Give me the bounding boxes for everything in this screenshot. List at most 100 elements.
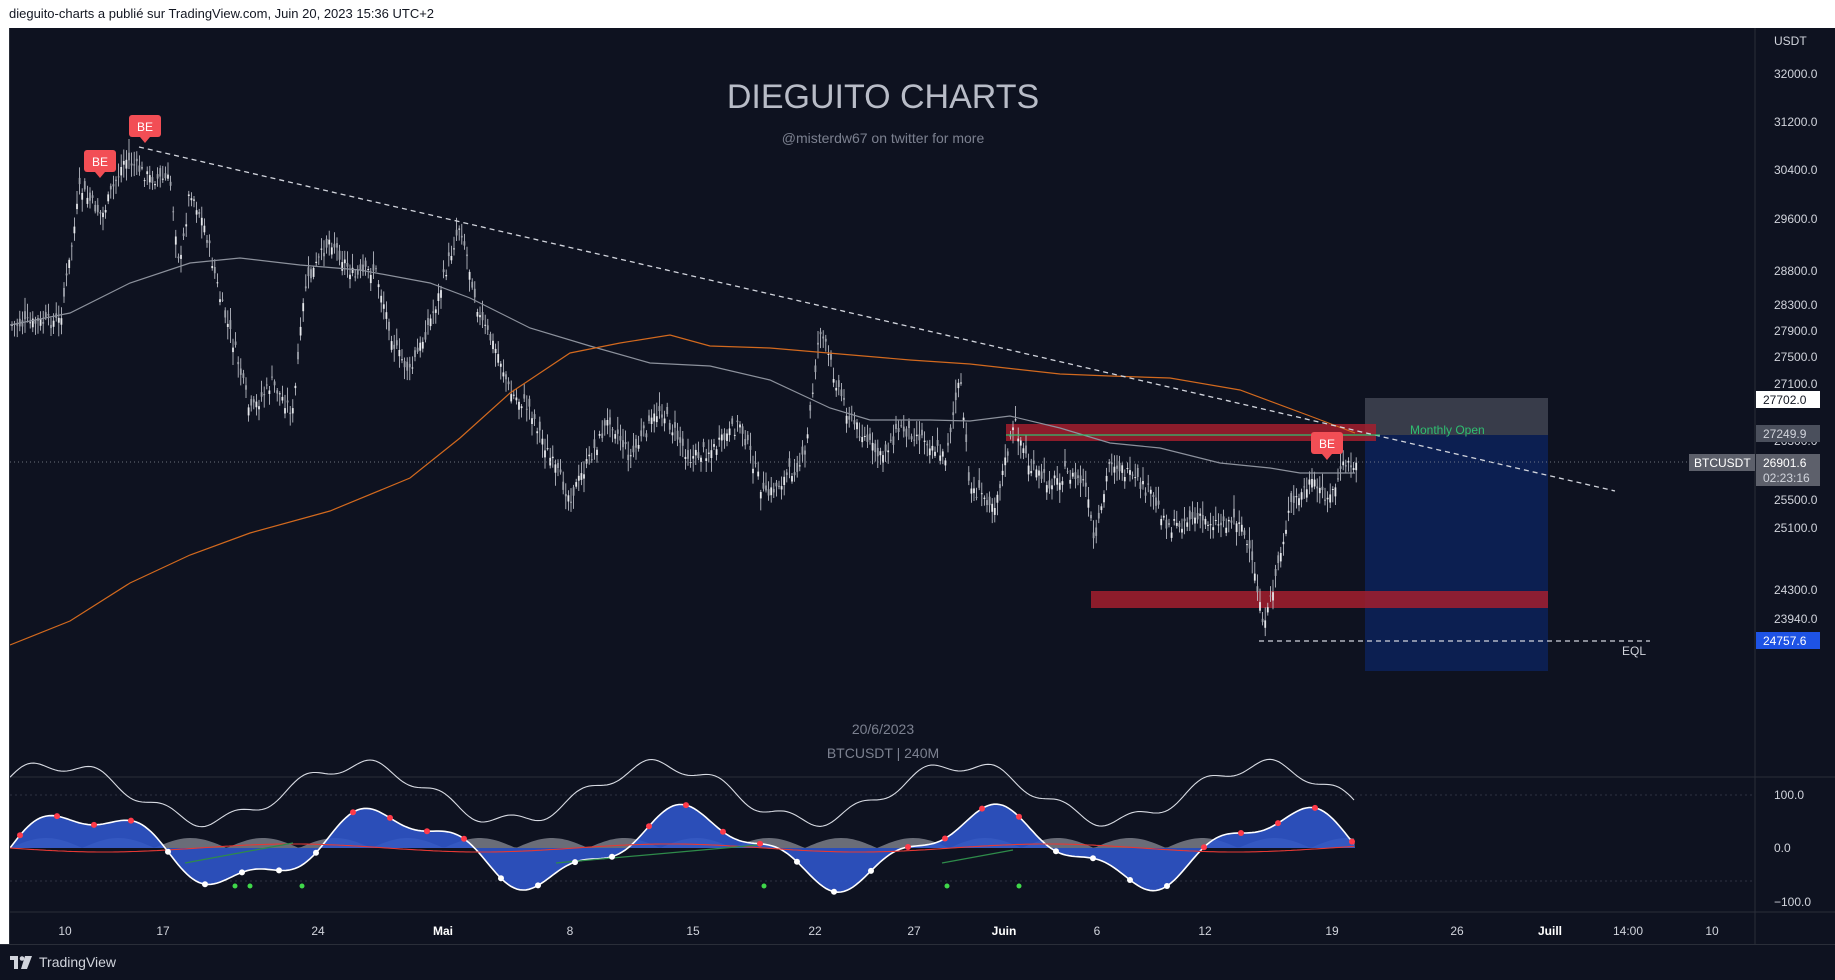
candle [1225, 527, 1228, 533]
candle [770, 487, 773, 496]
candle [440, 290, 442, 298]
osc-dot [1201, 844, 1207, 851]
candle [1032, 460, 1035, 464]
candle [164, 173, 167, 179]
osc-tick: 100.0 [1774, 788, 1804, 802]
be-marker[interactable]: BE [1311, 432, 1343, 460]
candle [299, 326, 302, 336]
candle [260, 392, 263, 397]
be-marker[interactable]: BE [84, 150, 116, 178]
oscillator-axis[interactable]: 100.0 0.0 −100.0 [1774, 788, 1811, 909]
candle [1126, 468, 1129, 469]
candle [1243, 530, 1246, 536]
candle [970, 488, 973, 494]
candle [1279, 553, 1282, 562]
candle [81, 193, 84, 200]
candle [63, 288, 65, 297]
candle [453, 248, 455, 250]
time-axis[interactable]: 10 17 24 Mai 8 15 22 27 Juin 6 12 19 26 Juill 14:00 10 [58, 924, 1719, 938]
tradingview-logo[interactable]: TradingView [10, 954, 116, 970]
candle [96, 204, 99, 213]
osc-dot [461, 835, 467, 842]
candle [694, 449, 697, 456]
candle [710, 450, 713, 458]
candle [289, 412, 292, 415]
candle [39, 318, 42, 326]
candle [954, 392, 957, 401]
candle [733, 434, 736, 436]
candle [570, 501, 572, 503]
candle [965, 434, 968, 442]
range-box-upper [1365, 398, 1548, 435]
time-tick: 22 [808, 924, 822, 938]
osc-dot [757, 840, 763, 847]
candle [102, 212, 104, 218]
candle [1313, 479, 1316, 487]
candle [112, 184, 115, 187]
candle [255, 401, 258, 408]
price-tick: 25500.0 [1774, 493, 1818, 507]
candle [1149, 489, 1152, 494]
candle [928, 448, 931, 456]
candle [960, 382, 962, 384]
chart-frame: DIEGUITO CHARTS @misterdw67 on twitter f… [9, 28, 1835, 944]
candle [148, 175, 151, 183]
candle [73, 226, 76, 234]
price-axis[interactable]: 32000.0 31200.0 30400.0 29600.0 28800.0 28300… [1774, 67, 1818, 652]
candle [338, 250, 341, 260]
candle [783, 476, 786, 485]
candle [31, 318, 34, 328]
candle [1056, 478, 1059, 485]
osc-dot [794, 858, 800, 865]
candle [1181, 528, 1183, 533]
candle [609, 417, 611, 425]
candle [713, 444, 715, 447]
candle [50, 324, 52, 329]
candle [1339, 466, 1342, 469]
candle [1053, 475, 1056, 479]
candle [476, 312, 479, 317]
candle [525, 408, 528, 410]
price-tick: 30400.0 [1774, 163, 1818, 177]
candle [1040, 471, 1043, 479]
candle [1012, 427, 1014, 431]
candle [1246, 544, 1248, 546]
candle [492, 340, 494, 350]
candle [853, 420, 856, 425]
candle [619, 435, 622, 441]
candle [687, 450, 689, 459]
candle [47, 314, 50, 316]
candle [601, 433, 604, 439]
candle [1092, 532, 1095, 539]
candle [1045, 485, 1048, 493]
osc-signal-dot [299, 883, 305, 889]
candle [362, 264, 364, 272]
candle [1240, 524, 1243, 532]
candle [674, 422, 676, 428]
chart-canvas[interactable]: DIEGUITO CHARTS @misterdw67 on twitter f… [9, 28, 1835, 944]
be-marker[interactable]: BE [129, 115, 161, 143]
candle [637, 445, 640, 449]
osc-tick: −100.0 [1774, 895, 1811, 909]
price-tick: 27500.0 [1774, 350, 1818, 364]
price-tick: 28800.0 [1774, 264, 1818, 278]
candle [390, 341, 393, 350]
candle [1212, 527, 1215, 531]
candle [811, 392, 814, 394]
candle [1222, 516, 1225, 521]
publisher-bar: dieguito-charts a publié sur TradingView… [0, 0, 1835, 28]
candle [1116, 465, 1118, 469]
oscillator-dots [17, 802, 1355, 895]
candle [1087, 499, 1090, 508]
candle [1311, 479, 1313, 488]
watermark-title: DIEGUITO CHARTS [727, 78, 1039, 116]
candle [588, 454, 591, 457]
candle [16, 324, 19, 326]
candle [1090, 514, 1092, 519]
candle [372, 264, 375, 271]
candle [195, 210, 198, 215]
candle [1035, 469, 1038, 478]
candle [154, 184, 156, 186]
candle [559, 469, 562, 473]
candle [863, 436, 866, 437]
